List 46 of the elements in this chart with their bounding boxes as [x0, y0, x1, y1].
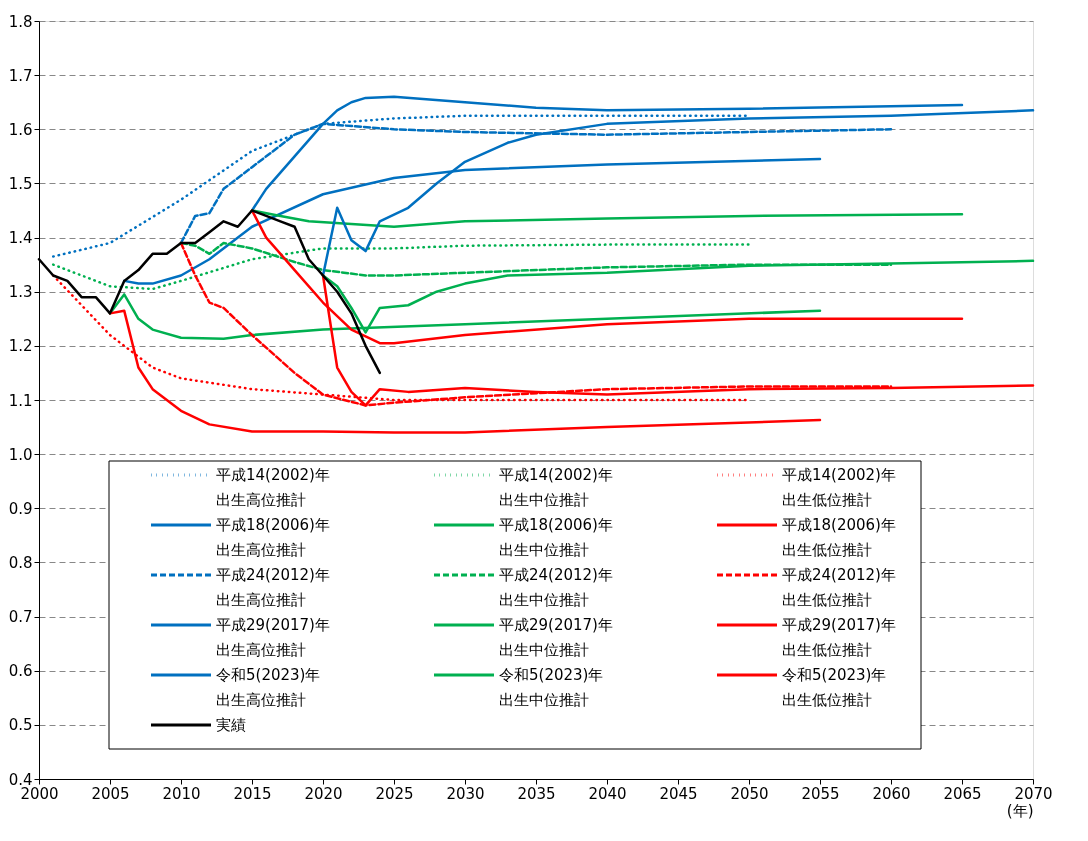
- legend-label: 平成18(2006)年出生高位推計: [216, 516, 330, 559]
- legend-label: 令和5(2023)年出生高位推計: [216, 666, 321, 709]
- y-tick-label: 1.1: [8, 391, 33, 410]
- legend-label: 平成24(2012)年出生中位推計: [499, 566, 613, 609]
- x-tick-label: 2020: [304, 784, 343, 803]
- y-tick-label: 1.8: [8, 12, 33, 31]
- legend-label: 平成14(2002)年出生低位推計: [782, 466, 896, 509]
- y-tick-label: 1.7: [8, 66, 33, 85]
- y-tick-label: 1.2: [8, 337, 33, 356]
- y-tick-label: 1.0: [8, 445, 33, 464]
- legend-label: 平成24(2012)年出生高位推計: [216, 566, 330, 609]
- x-tick-label: 2045: [659, 784, 698, 803]
- legend-label: 平成14(2002)年出生高位推計: [216, 466, 330, 509]
- y-tick-label: 1.3: [8, 283, 33, 302]
- legend-label: 平成18(2006)年出生低位推計: [782, 516, 896, 559]
- y-tick-label: 0.5: [8, 716, 33, 735]
- legend-label: 実績: [216, 716, 246, 734]
- legend-label: 平成14(2002)年出生中位推計: [499, 466, 613, 509]
- x-tick-label: 2055: [801, 784, 840, 803]
- x-axis-title: (年): [1006, 801, 1034, 820]
- x-tick-label: 2060: [872, 784, 911, 803]
- x-tick-label: 2050: [730, 784, 769, 803]
- x-tick-label: 2070: [1014, 784, 1053, 803]
- legend-label: 平成18(2006)年出生中位推計: [499, 516, 613, 559]
- y-tick-label: 0.6: [8, 662, 33, 681]
- legend-label: 平成29(2017)年出生低位推計: [782, 616, 896, 659]
- x-tick-label: 2065: [943, 784, 982, 803]
- x-tick-label: 2025: [375, 784, 414, 803]
- x-tick-label: 2005: [91, 784, 130, 803]
- x-tick-label: 2015: [233, 784, 272, 803]
- y-tick-label: 1.5: [8, 174, 33, 193]
- legend-label: 令和5(2023)年出生中位推計: [499, 666, 604, 709]
- x-tick-label: 2000: [20, 784, 59, 803]
- y-tick-label: 1.6: [8, 120, 33, 139]
- y-tick-label: 1.4: [8, 229, 33, 248]
- legend-label: 令和5(2023)年出生低位推計: [782, 666, 887, 709]
- x-tick-label: 2010: [162, 784, 201, 803]
- x-tick-label: 2040: [588, 784, 627, 803]
- x-tick-label: 2030: [446, 784, 485, 803]
- legend-label: 平成29(2017)年出生高位推計: [216, 616, 330, 659]
- legend-label: 平成29(2017)年出生中位推計: [499, 616, 613, 659]
- y-tick-label: 0.9: [8, 499, 33, 518]
- y-tick-label: 0.7: [8, 608, 33, 627]
- x-tick-label: 2035: [517, 784, 556, 803]
- y-tick-label: 0.8: [8, 553, 33, 572]
- legend-label: 平成24(2012)年出生低位推計: [782, 566, 896, 609]
